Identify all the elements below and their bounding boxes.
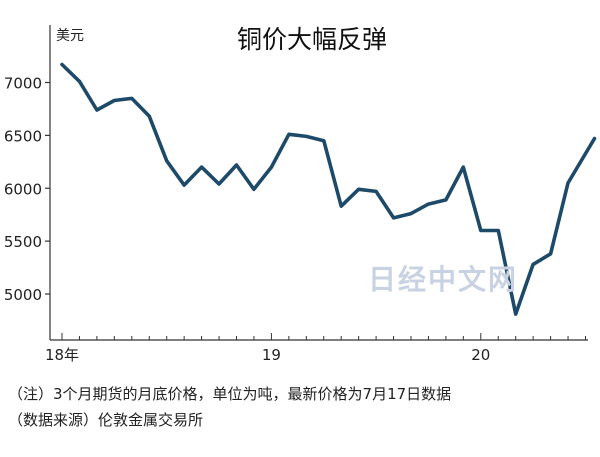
y-tick-label: 6000 [4,180,42,198]
y-tick-label: 7000 [4,75,42,93]
x-tick-label: 18年 [45,346,79,364]
x-tick-label: 19 [262,346,281,364]
copper-price-chart: 铜价大幅反弹 美元 5000 5500 6000 6500 7000 18年 19 20 [4,25,597,364]
y-axis-unit-label: 美元 [56,28,84,44]
y-tick-label: 6500 [4,127,42,145]
footnote-source: （数据来源）伦敦金属交易所 [8,411,204,429]
footnote-note: （注）3个月期货的月底价格，单位为吨，最新价格为7月17日数据 [8,385,452,403]
watermark-text: 日经中文网 [368,263,519,296]
series-group [60,62,597,316]
x-tick-label: 20 [471,346,490,364]
y-tick-label: 5000 [4,286,42,304]
x-tick-labels: 18年 19 20 [45,333,586,364]
y-tick-labels: 5000 5500 6000 6500 7000 [4,75,50,304]
chart-title: 铜价大幅反弹 [237,25,387,54]
y-tick-label: 5500 [4,233,42,251]
